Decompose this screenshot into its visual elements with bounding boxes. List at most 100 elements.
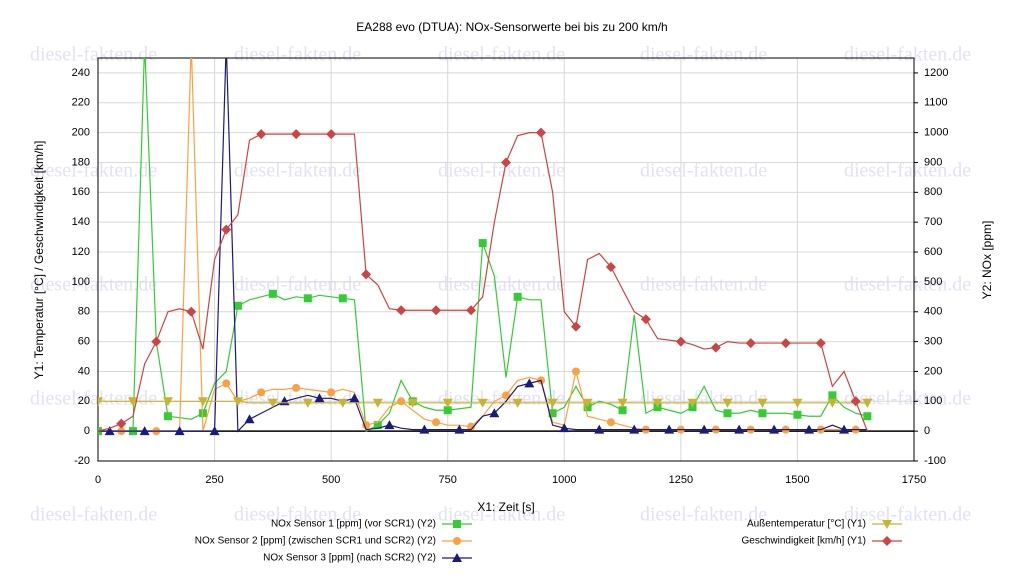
- marker: [606, 418, 615, 427]
- marker: [453, 520, 461, 528]
- marker: [419, 424, 430, 434]
- marker: [349, 393, 360, 403]
- watermark: diesel-fakten.de: [30, 504, 157, 526]
- marker: [407, 398, 418, 408]
- marker: [512, 398, 523, 408]
- marker: [268, 289, 277, 298]
- marker: [233, 301, 242, 310]
- watermark: diesel-fakten.de: [844, 388, 971, 410]
- chart-title: EA288 evo (DTUA): NOx-Sensorwerte bei bi…: [356, 20, 667, 34]
- y2-tick-label: -100: [924, 455, 946, 467]
- x-tick-label: 1750: [902, 474, 926, 486]
- watermark: diesel-fakten.de: [30, 44, 157, 66]
- y2-tick-label: 100: [924, 395, 942, 407]
- marker: [221, 224, 232, 235]
- marker: [828, 391, 837, 400]
- watermark: diesel-fakten.de: [438, 388, 565, 410]
- marker: [174, 426, 185, 436]
- marker: [397, 397, 406, 406]
- marker: [431, 305, 442, 316]
- marker: [640, 314, 651, 325]
- marker: [372, 398, 383, 408]
- marker: [232, 397, 243, 407]
- marker: [139, 426, 150, 436]
- watermark: diesel-fakten.de: [234, 504, 361, 526]
- watermark: diesel-fakten.de: [640, 504, 767, 526]
- marker: [501, 157, 511, 168]
- marker: [116, 418, 127, 429]
- x-axis-title: X1: Zeit [s]: [477, 500, 534, 514]
- watermark: diesel-fakten.de: [234, 44, 361, 66]
- y2-axis-title: Y2: NOx [ppm]: [980, 221, 994, 300]
- y2-tick-label: 900: [924, 156, 942, 168]
- legend-label: Geschwindigkeit [km/h] (Y1): [742, 536, 867, 547]
- marker: [850, 396, 861, 407]
- marker: [222, 379, 231, 388]
- marker: [127, 397, 138, 407]
- marker: [882, 520, 892, 529]
- marker: [687, 398, 698, 408]
- y-tick-label: 100: [72, 276, 90, 288]
- marker: [303, 294, 312, 303]
- marker: [327, 388, 336, 397]
- marker: [571, 367, 580, 376]
- marker: [535, 127, 546, 138]
- marker: [384, 420, 395, 430]
- marker: [162, 397, 173, 407]
- marker: [780, 338, 791, 349]
- marker: [722, 398, 733, 408]
- marker: [769, 424, 780, 434]
- marker: [361, 269, 372, 280]
- x-tick-label: 750: [439, 474, 457, 486]
- watermark: diesel-fakten.de: [438, 274, 565, 296]
- plot-area: [98, 58, 873, 436]
- y-tick-label: 80: [78, 306, 90, 318]
- marker: [502, 391, 510, 400]
- y-tick-label: 60: [78, 335, 90, 347]
- marker: [629, 424, 640, 434]
- y2-tick-label: 700: [924, 216, 942, 228]
- watermark: diesel-fakten.de: [844, 44, 971, 66]
- watermark: diesel-fakten.de: [234, 160, 361, 182]
- marker: [758, 409, 767, 418]
- y-tick-label: 200: [72, 127, 90, 139]
- marker: [442, 398, 453, 408]
- marker: [337, 398, 348, 408]
- marker: [454, 424, 465, 434]
- y-tick-label: 40: [78, 365, 90, 377]
- marker: [882, 536, 892, 546]
- marker: [256, 129, 267, 140]
- watermark: diesel-fakten.de: [640, 160, 767, 182]
- marker: [163, 412, 172, 421]
- watermark: diesel-fakten.de: [30, 160, 157, 182]
- marker: [209, 426, 220, 436]
- watermark: diesel-fakten.de: [640, 388, 767, 410]
- y-tick-label: 160: [72, 186, 90, 198]
- y2-tick-label: 500: [924, 276, 942, 288]
- marker: [745, 338, 756, 349]
- marker: [723, 409, 732, 418]
- y2-tick-label: 1200: [924, 67, 948, 79]
- y2-tick-label: 1000: [924, 127, 948, 139]
- marker: [524, 378, 535, 388]
- watermark: diesel-fakten.de: [438, 504, 565, 526]
- marker: [326, 129, 337, 140]
- marker: [664, 424, 675, 434]
- x-tick-label: 500: [322, 474, 340, 486]
- marker: [314, 393, 325, 403]
- marker: [559, 423, 570, 433]
- x-tick-label: 1500: [785, 474, 809, 486]
- legend-label: NOx Sensor 2 [ppm] (zwischen SCR1 und SC…: [195, 536, 436, 547]
- y-tick-label: 180: [72, 156, 90, 168]
- watermark: diesel-fakten.de: [30, 274, 157, 296]
- y2-tick-label: 600: [924, 246, 942, 258]
- watermarks: diesel-fakten.de diesel-fakten.de diesel-f…: [30, 44, 971, 526]
- marker: [257, 388, 266, 397]
- series-line: [98, 58, 868, 433]
- series-line: [98, 58, 868, 432]
- y-axis-title: Y1: Temperatur [°C] / Geschwindigkeit [k…: [32, 141, 46, 380]
- y2-tick-label: 800: [924, 186, 942, 198]
- marker: [675, 336, 686, 347]
- marker: [477, 398, 488, 408]
